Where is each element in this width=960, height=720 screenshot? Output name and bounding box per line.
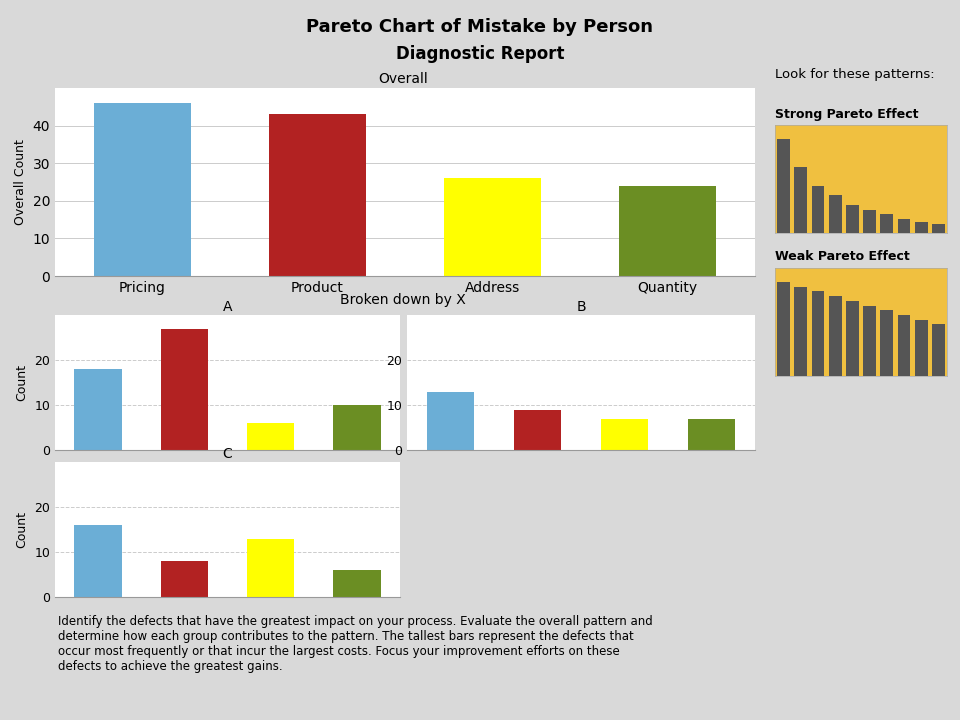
Bar	[915, 222, 927, 233]
Bar	[75, 525, 122, 597]
Text: Pareto Chart of Mistake by Person: Pareto Chart of Mistake by Person	[306, 18, 654, 36]
Bar	[898, 315, 910, 376]
Bar	[426, 392, 474, 450]
Title: C: C	[223, 447, 232, 461]
Bar	[828, 195, 842, 233]
Bar	[811, 186, 825, 233]
Bar	[270, 114, 366, 276]
Text: Look for these patterns:: Look for these patterns:	[775, 68, 935, 81]
Bar	[687, 418, 735, 450]
Bar	[915, 320, 927, 376]
Bar	[514, 410, 562, 450]
Text: Broken down by X: Broken down by X	[341, 293, 466, 307]
Text: Diagnostic Report: Diagnostic Report	[396, 45, 564, 63]
Bar	[160, 328, 208, 450]
Bar	[898, 219, 910, 233]
Bar	[778, 282, 790, 376]
Bar	[932, 224, 945, 233]
Bar	[444, 179, 540, 276]
Y-axis label: Overall Count: Overall Count	[14, 139, 27, 225]
Y-axis label: Count: Count	[15, 511, 29, 548]
Text: Identify the defects that have the greatest impact on your process. Evaluate the: Identify the defects that have the great…	[58, 615, 653, 673]
Bar	[880, 310, 893, 376]
Bar	[94, 103, 191, 276]
Bar	[619, 186, 715, 276]
Bar	[333, 570, 380, 597]
Bar	[794, 167, 807, 233]
Bar	[247, 539, 295, 597]
Text: Strong Pareto Effect: Strong Pareto Effect	[775, 108, 919, 121]
Bar	[880, 215, 893, 233]
Bar	[247, 423, 295, 450]
Text: Overall: Overall	[378, 72, 428, 86]
Bar	[932, 324, 945, 376]
Bar	[160, 561, 208, 597]
Bar	[811, 292, 825, 376]
Y-axis label: Count: Count	[15, 364, 29, 401]
Title: B: B	[576, 300, 586, 314]
Bar	[601, 418, 648, 450]
Text: Weak Pareto Effect: Weak Pareto Effect	[775, 250, 910, 263]
Bar	[778, 139, 790, 233]
Bar	[828, 296, 842, 376]
Bar	[794, 287, 807, 376]
Bar	[863, 305, 876, 376]
Title: A: A	[223, 300, 232, 314]
Bar	[333, 405, 380, 450]
Bar	[75, 369, 122, 450]
Bar	[846, 301, 859, 376]
Bar	[846, 204, 859, 233]
Bar	[863, 210, 876, 233]
